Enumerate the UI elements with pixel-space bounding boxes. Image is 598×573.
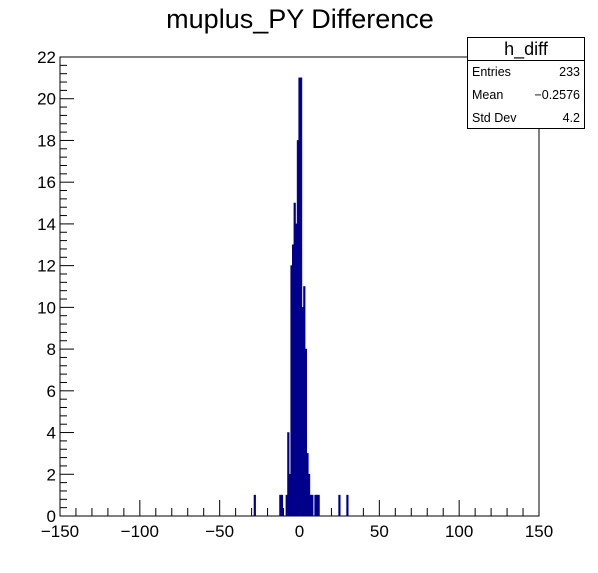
stats-mean-label: Mean <box>472 88 504 102</box>
x-axis: −150 −100 −50 0 50 100 150 <box>41 500 553 541</box>
y-tick-label: 14 <box>37 215 56 234</box>
chart-title: muplus_PY Difference <box>166 4 434 34</box>
x-tick-label: −150 <box>41 522 79 541</box>
y-tick-label: 22 <box>37 48 56 67</box>
hist-bar-19 <box>311 494 314 517</box>
stats-mean-value: −0.2576 <box>534 88 580 102</box>
hist-bar-22 <box>317 494 320 517</box>
stats-title: h_diff <box>468 38 584 61</box>
hist-bar-2 <box>280 494 284 517</box>
stats-box: h_diff Entries 233 Mean −0.2576 Std Dev … <box>467 37 585 129</box>
y-tick-label: 6 <box>47 382 56 401</box>
stats-stddev-value: 4.2 <box>562 111 580 125</box>
y-tick-label: 12 <box>37 257 56 276</box>
x-tick-label: 150 <box>525 522 553 541</box>
y-tick-label: 8 <box>47 340 56 359</box>
stats-stddev-label: Std Dev <box>472 111 517 125</box>
hist-bar-0 <box>253 494 256 517</box>
y-axis: 0 2 4 6 8 10 12 14 16 18 20 22 <box>37 48 74 526</box>
hist-bar-15 <box>304 348 307 517</box>
y-tick-label: 0 <box>47 507 56 526</box>
x-tick-label: 100 <box>445 522 473 541</box>
y-tick-label: 10 <box>37 298 56 317</box>
y-tick-label: 16 <box>37 173 56 192</box>
y-tick-label: 20 <box>37 90 56 109</box>
histogram-bars <box>253 77 349 517</box>
x-tick-label: −100 <box>121 522 159 541</box>
stats-stddev-row: Std Dev 4.2 <box>468 107 584 130</box>
x-tick-label: 0 <box>295 522 304 541</box>
stats-entries-value: 233 <box>559 65 580 79</box>
stats-mean-row: Mean −0.2576 <box>468 84 584 107</box>
x-tick-label: −50 <box>205 522 234 541</box>
hist-bar-23 <box>338 494 341 517</box>
x-tick-label: 50 <box>370 522 389 541</box>
hist-bar-12 <box>299 77 303 517</box>
stats-entries-row: Entries 233 <box>468 61 584 84</box>
y-tick-label: 2 <box>47 465 56 484</box>
y-tick-label: 4 <box>47 424 56 443</box>
stats-entries-label: Entries <box>472 65 511 79</box>
y-tick-label: 18 <box>37 131 56 150</box>
